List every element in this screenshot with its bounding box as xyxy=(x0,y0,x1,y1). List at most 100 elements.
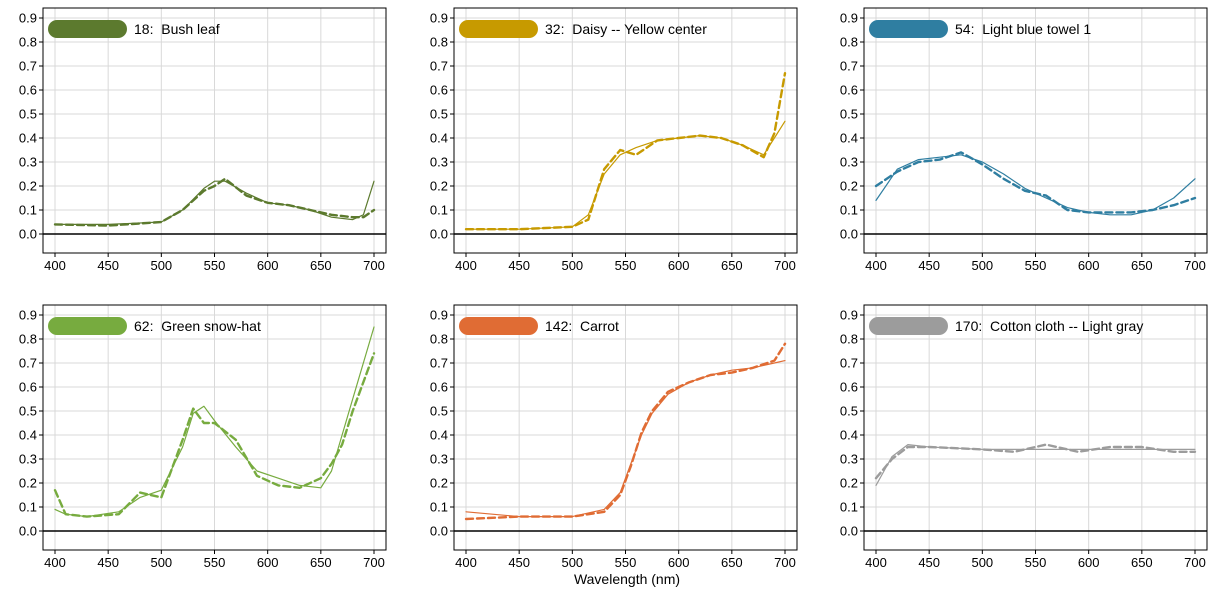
y-tick-label: 0.5 xyxy=(840,107,858,122)
legend-swatch xyxy=(459,20,538,38)
y-tick-label: 0.9 xyxy=(19,11,37,26)
y-tick-label: 0.7 xyxy=(19,59,37,74)
plot-frame xyxy=(453,7,798,254)
y-tick-label: 0.3 xyxy=(840,155,858,170)
y-tick-label: 0.9 xyxy=(840,308,858,323)
panel-6: 400 450 500 550 600 650 700 0.0 0.1 0.2 0.3 0.4 0.5 0… xyxy=(840,304,1208,570)
y-tick-label: 0.1 xyxy=(430,500,448,515)
y-tick-label: 0.4 xyxy=(840,131,858,146)
y-tick-label: 0.3 xyxy=(19,452,37,467)
y-tick-label: 0.8 xyxy=(19,35,37,50)
x-tick-label: 450 xyxy=(97,258,119,273)
y-tick-label: 0.9 xyxy=(430,308,448,323)
legend-label: 170: Cotton cloth -- Light gray xyxy=(955,318,1143,334)
x-axis-label: Wavelength (nm) xyxy=(574,571,680,587)
y-tick-label: 0.7 xyxy=(430,356,448,371)
x-tick-label: 700 xyxy=(774,258,796,273)
y-tick-label: 0.9 xyxy=(840,11,858,26)
legend-swatch xyxy=(869,317,948,335)
x-tick-label: 450 xyxy=(97,555,119,570)
y-tick-label: 0.1 xyxy=(19,203,37,218)
y-tick-label: 0.8 xyxy=(840,332,858,347)
y-tick-label: 0.6 xyxy=(430,83,448,98)
legend-label: 18: Bush leaf xyxy=(134,21,220,37)
y-tick-label: 0.1 xyxy=(840,500,858,515)
panel-2: 400 450 500 550 600 650 700 0.0 0.1 0.2 0.3 0.4 0.5 0… xyxy=(430,7,798,273)
x-tick-label: 650 xyxy=(721,555,743,570)
legend-label: 32: Daisy -- Yellow center xyxy=(545,21,707,37)
x-tick-label: 450 xyxy=(918,258,940,273)
x-tick-label: 500 xyxy=(150,258,172,273)
y-tick-label: 0.2 xyxy=(430,476,448,491)
x-tick-label: 650 xyxy=(721,258,743,273)
x-tick-label: 600 xyxy=(668,555,690,570)
x-tick-label: 700 xyxy=(1184,555,1206,570)
x-tick-label: 600 xyxy=(1078,555,1100,570)
panel-1: 400 450 500 550 600 650 700 0.0 0.1 0.2 0.3 0.4 0.5 0… xyxy=(19,7,387,273)
x-tick-label: 500 xyxy=(561,258,583,273)
x-tick-label: 600 xyxy=(668,258,690,273)
legend-label: 142: Carrot xyxy=(545,318,619,334)
y-tick-label: 0.2 xyxy=(430,179,448,194)
y-tick-label: 0.6 xyxy=(840,83,858,98)
x-tick-label: 450 xyxy=(918,555,940,570)
x-tick-label: 700 xyxy=(363,258,385,273)
x-tick-label: 400 xyxy=(455,258,477,273)
y-tick-label: 0.1 xyxy=(19,500,37,515)
x-tick-label: 550 xyxy=(204,258,226,273)
x-tick-label: 600 xyxy=(257,555,279,570)
x-tick-label: 600 xyxy=(257,258,279,273)
x-tick-label: 500 xyxy=(971,555,993,570)
y-tick-label: 0.4 xyxy=(840,428,858,443)
legend-label: 62: Green snow-hat xyxy=(134,318,261,334)
y-tick-label: 0.8 xyxy=(19,332,37,347)
x-tick-label: 550 xyxy=(615,555,637,570)
x-tick-label: 550 xyxy=(1025,258,1047,273)
x-tick-label: 450 xyxy=(508,258,530,273)
x-tick-label: 700 xyxy=(774,555,796,570)
x-tick-label: 650 xyxy=(1131,258,1153,273)
y-tick-label: 0.4 xyxy=(19,428,37,443)
x-tick-label: 500 xyxy=(971,258,993,273)
x-tick-label: 550 xyxy=(204,555,226,570)
y-tick-label: 0.2 xyxy=(19,476,37,491)
measured-series-line xyxy=(464,342,787,521)
x-tick-label: 550 xyxy=(1025,555,1047,570)
panel-5: 400 450 500 550 600 650 700 0.0 0.1 0.2 0.3 0.4 0.5 0… xyxy=(430,304,798,570)
y-tick-label: 0.7 xyxy=(430,59,448,74)
y-tick-label: 0.1 xyxy=(430,203,448,218)
y-tick-label: 0.7 xyxy=(840,59,858,74)
y-tick-label: 0.0 xyxy=(430,227,448,242)
measured-series-line xyxy=(874,151,1197,214)
plot-frame xyxy=(42,304,387,551)
y-tick-label: 0.8 xyxy=(430,35,448,50)
x-tick-label: 650 xyxy=(310,555,332,570)
plot-frame xyxy=(42,7,387,254)
plot-frame xyxy=(453,304,798,551)
y-tick-label: 0.5 xyxy=(840,404,858,419)
x-tick-label: 500 xyxy=(150,555,172,570)
x-tick-label: 650 xyxy=(310,258,332,273)
y-tick-label: 0.4 xyxy=(19,131,37,146)
y-tick-label: 0.2 xyxy=(19,179,37,194)
x-tick-label: 450 xyxy=(508,555,530,570)
y-tick-label: 0.8 xyxy=(840,35,858,50)
x-tick-label: 400 xyxy=(865,258,887,273)
x-tick-label: 400 xyxy=(44,258,66,273)
y-tick-label: 0.6 xyxy=(840,380,858,395)
y-tick-label: 0.4 xyxy=(430,428,448,443)
y-tick-label: 0.5 xyxy=(19,404,37,419)
panel-4: 400 450 500 550 600 650 700 0.0 0.1 0.2 0.3 0.4 0.5 0… xyxy=(19,304,387,570)
y-tick-label: 0.5 xyxy=(430,107,448,122)
legend-swatch xyxy=(869,20,948,38)
y-tick-label: 0.6 xyxy=(19,83,37,98)
x-tick-label: 400 xyxy=(865,555,887,570)
fitted-series-line xyxy=(54,326,375,518)
y-tick-label: 0.0 xyxy=(430,524,448,539)
y-tick-label: 0.0 xyxy=(19,227,37,242)
y-tick-label: 0.3 xyxy=(430,452,448,467)
y-tick-label: 0.3 xyxy=(840,452,858,467)
y-tick-label: 0.4 xyxy=(430,131,448,146)
measured-series-line xyxy=(53,352,376,518)
